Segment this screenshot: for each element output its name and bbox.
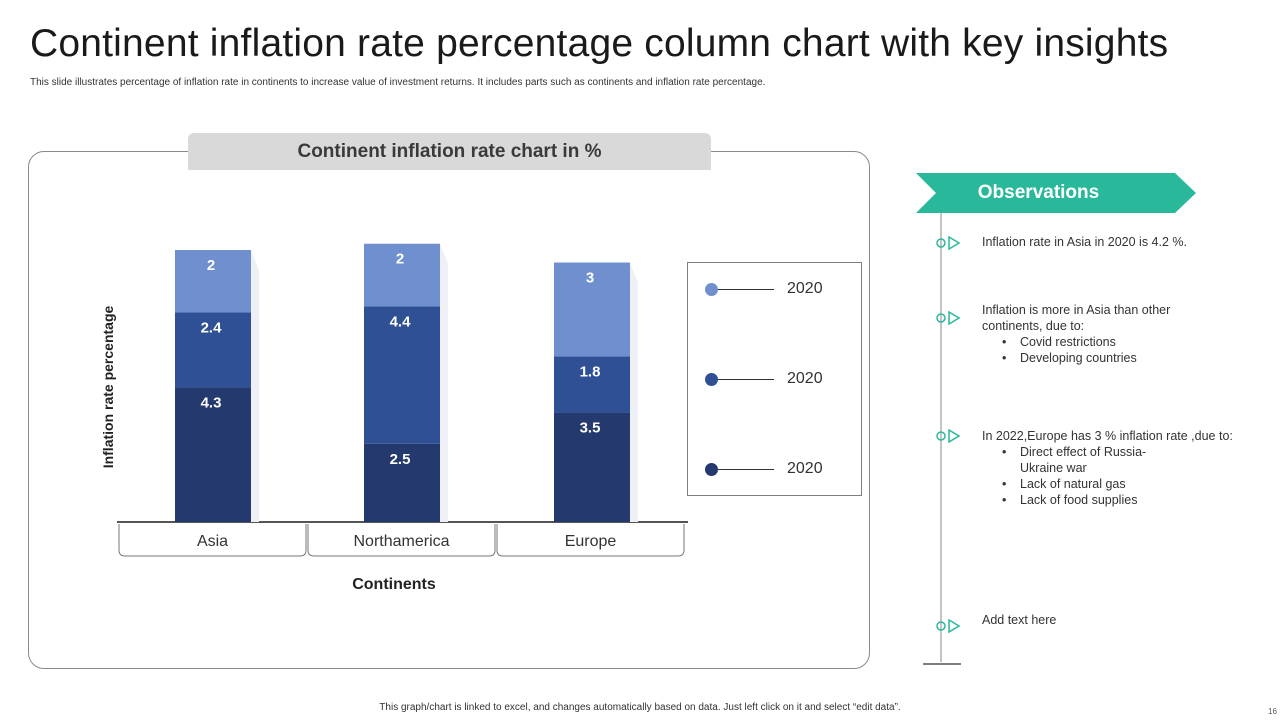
- legend-marker: [705, 463, 718, 476]
- observation-item: Inflation is more in Asia than other con…: [982, 302, 1187, 366]
- page-title: Continent inflation rate percentage colu…: [30, 22, 1169, 65]
- legend-item: 2020: [688, 460, 863, 480]
- bar-shadow: [251, 250, 259, 522]
- observation-text: Inflation rate in Asia in 2020 is 4.2 %.: [982, 235, 1187, 249]
- data-label: 4.4: [390, 313, 412, 330]
- legend-line: [718, 289, 774, 290]
- timeline-marker-icon: [936, 429, 961, 443]
- observation-bullet: Lack of natural gas: [1002, 476, 1160, 492]
- bar-shadow: [440, 243, 448, 522]
- bar-segment: [554, 356, 630, 413]
- chart-legend: 2020 2020 2020: [687, 262, 862, 496]
- category-box: [496, 524, 685, 557]
- data-label: 4.3: [201, 395, 222, 412]
- y-axis-title: Inflation rate percentage: [100, 305, 116, 468]
- bar-segment: [175, 387, 251, 522]
- chart-header: Continent inflation rate chart in %: [188, 133, 711, 170]
- data-label: 1.8: [580, 363, 601, 380]
- bar-shadow: [630, 262, 638, 522]
- x-tick-label: Europe: [565, 533, 617, 550]
- observation-item: Add text here: [982, 612, 1232, 628]
- x-tick-label: Asia: [197, 533, 228, 550]
- data-label: 3: [586, 270, 594, 287]
- page-number: 16: [1268, 707, 1277, 716]
- bar-segment: [364, 306, 440, 444]
- timeline-marker-icon: [936, 619, 961, 633]
- category-box: [118, 524, 307, 557]
- observation-item: In 2022,Europe has 3 % inflation rate ,d…: [982, 428, 1237, 508]
- data-label: 3.5: [580, 420, 601, 437]
- observation-item: Inflation rate in Asia in 2020 is 4.2 %.: [982, 234, 1232, 250]
- data-label: 2: [396, 251, 404, 268]
- page-subtitle: This slide illustrates percentage of inf…: [30, 77, 766, 88]
- data-label: 2.4: [201, 320, 223, 337]
- bar-segment: [175, 312, 251, 388]
- observation-bullet: Lack of food supplies: [1002, 492, 1160, 508]
- data-label: 2: [207, 257, 215, 274]
- bar-segment: [364, 443, 440, 522]
- observation-bullet: Covid restrictions: [1002, 334, 1187, 350]
- bar-segment: [554, 262, 630, 357]
- timeline-marker-icon: [936, 311, 961, 325]
- observation-bullet: Developing countries: [1002, 350, 1187, 366]
- bar-segment: [554, 412, 630, 522]
- legend-line: [718, 469, 774, 470]
- x-axis-title: Continents: [352, 576, 436, 593]
- legend-item: 2020: [688, 370, 863, 390]
- observation-text: In 2022,Europe has 3 % inflation rate ,d…: [982, 429, 1233, 443]
- observation-text: Add text here: [982, 613, 1057, 627]
- observation-text: Inflation is more in Asia than other con…: [982, 303, 1171, 333]
- bar-segment: [364, 243, 440, 307]
- x-tick-label: Northamerica: [353, 533, 449, 550]
- timeline-marker-icon: [936, 236, 961, 250]
- category-box: [307, 524, 496, 557]
- legend-item: 2020: [688, 280, 863, 300]
- observations-title: Observations: [977, 182, 1100, 203]
- legend-label: 2020: [787, 280, 823, 297]
- legend-marker: [705, 283, 718, 296]
- legend-line: [718, 379, 774, 380]
- legend-label: 2020: [787, 370, 823, 387]
- legend-label: 2020: [787, 460, 823, 477]
- footer-note: This graph/chart is linked to excel, and…: [379, 702, 901, 713]
- observations-banner: [916, 173, 1196, 213]
- observation-bullet: Direct effect of Russia-Ukraine war: [1002, 444, 1160, 476]
- legend-marker: [705, 373, 718, 386]
- bar-segment: [175, 250, 251, 313]
- data-label: 2.5: [390, 451, 411, 468]
